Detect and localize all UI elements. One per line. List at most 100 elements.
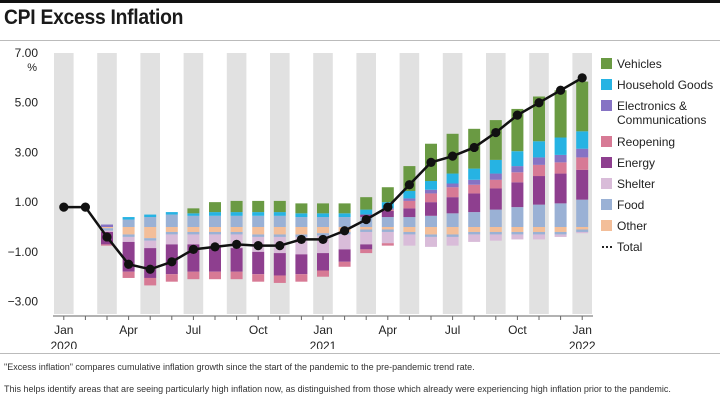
legend-label: Shelter bbox=[617, 177, 656, 191]
bar-segment-reopening bbox=[122, 271, 135, 278]
bar-segment-energy bbox=[468, 193, 481, 213]
total-point bbox=[491, 127, 501, 138]
bar-segment-other bbox=[101, 227, 113, 229]
bar-segment-household-goods bbox=[317, 213, 329, 218]
total-point bbox=[318, 234, 328, 245]
bar-segment-energy bbox=[360, 244, 373, 250]
bar-segment-food bbox=[209, 215, 221, 227]
bar-segment-food bbox=[122, 234, 135, 237]
bar-segment-vehicles bbox=[338, 203, 351, 214]
bar-segment-vehicles bbox=[187, 208, 200, 214]
x-tick-label: 2021 bbox=[310, 339, 337, 349]
bar-segment-reopening bbox=[101, 244, 113, 246]
bar-segment-food bbox=[360, 229, 373, 232]
bar-segment-energy bbox=[533, 176, 545, 205]
bar-segment-other bbox=[489, 227, 502, 232]
bar-segment-reopening bbox=[252, 274, 265, 282]
bar-segment-energy bbox=[403, 208, 416, 218]
bar-segment-food bbox=[165, 231, 178, 235]
bar-segment-reopening bbox=[381, 243, 394, 246]
bar-segment-shelter bbox=[144, 240, 157, 249]
legend-label: Electronics & Communications bbox=[617, 99, 707, 127]
bar-segment-food bbox=[446, 234, 459, 237]
bar-segment-household-goods bbox=[338, 213, 351, 218]
shaded-band bbox=[356, 53, 376, 314]
bar-segment-reopening bbox=[187, 271, 200, 280]
bar-segment-food bbox=[252, 215, 265, 227]
legend-swatch bbox=[601, 220, 612, 231]
bar-segment-shelter bbox=[446, 236, 459, 246]
bar-segment-energy bbox=[209, 246, 221, 272]
bar-segment-electronics-communications bbox=[533, 157, 545, 165]
bar-segment-energy bbox=[381, 210, 394, 218]
footer-divider bbox=[0, 353, 720, 354]
total-point bbox=[59, 202, 69, 212]
bar-segment-energy bbox=[489, 188, 502, 210]
bar-segment-reopening bbox=[511, 172, 524, 183]
bar-segment-vehicles bbox=[533, 96, 545, 142]
legend-label: Food bbox=[617, 198, 645, 212]
bar-segment-reopening bbox=[446, 187, 459, 198]
bar-segment-energy bbox=[252, 251, 265, 275]
bar-segment-vehicles bbox=[252, 200, 265, 213]
total-point bbox=[512, 110, 523, 120]
bar-segment-other bbox=[317, 227, 329, 234]
bar-segment-reopening bbox=[489, 179, 502, 189]
bar-segment-household-goods bbox=[187, 213, 200, 216]
y-tick-label: 7.00 bbox=[15, 46, 39, 60]
bar-segment-other bbox=[187, 227, 200, 232]
bar-segment-reopening bbox=[338, 261, 351, 267]
legend-line-symbol bbox=[601, 246, 613, 248]
total-point bbox=[232, 239, 242, 249]
bar-segment-vehicles bbox=[230, 200, 243, 213]
bar-segment-shelter bbox=[122, 236, 135, 242]
total-point bbox=[275, 241, 285, 251]
x-tick-label: Jan bbox=[573, 323, 592, 337]
bar-segment-shelter bbox=[381, 231, 394, 244]
bar-segment-electronics-communications bbox=[446, 183, 459, 188]
cpi-excess-inflation-chart: 7.00 5.00 3.00 1.00 −1.00 −3.00% Jan 2020 Apr Jul… bbox=[8, 46, 596, 349]
x-tick-label: 2020 bbox=[50, 339, 77, 349]
bar-segment-household-goods bbox=[273, 212, 286, 216]
bar-segment-shelter bbox=[338, 234, 351, 250]
bar-segment-other bbox=[360, 227, 373, 230]
legend-label: Household Goods bbox=[617, 78, 714, 92]
bar-segment-energy bbox=[576, 169, 589, 200]
bar-segment-shelter bbox=[468, 234, 481, 242]
bar-segment-vehicles bbox=[511, 108, 524, 152]
bar-segment-food bbox=[576, 199, 589, 227]
bar-segment-vehicles bbox=[295, 203, 308, 214]
legend-swatch bbox=[601, 58, 612, 69]
bar-segment-other bbox=[403, 227, 416, 232]
bar-segment-energy bbox=[273, 253, 286, 276]
bar-segment-food bbox=[273, 234, 286, 237]
bar-segment-shelter bbox=[101, 230, 113, 232]
bar-segment-food bbox=[230, 215, 243, 227]
top-rule bbox=[0, 0, 720, 3]
bar-segment-food bbox=[252, 234, 265, 237]
bar-segment-energy bbox=[554, 173, 567, 204]
x-tick-label: 2022 bbox=[569, 339, 596, 349]
bar-segment-food bbox=[489, 231, 502, 235]
bar-segment-household-goods bbox=[554, 137, 567, 155]
total-point bbox=[80, 202, 90, 212]
bar-segment-other bbox=[165, 227, 178, 232]
bar-segment-electronics-communications bbox=[511, 166, 524, 173]
bar-segment-other bbox=[209, 227, 221, 232]
bar-segment-food bbox=[230, 231, 243, 235]
x-tick-label: Jul bbox=[186, 323, 201, 337]
bar-segment-food bbox=[381, 217, 394, 227]
total-point bbox=[361, 214, 371, 225]
footnote-high-inflation: This helps identify areas that are seein… bbox=[4, 384, 671, 394]
y-tick-label: 5.00 bbox=[15, 96, 39, 110]
bar-segment-household-goods bbox=[122, 217, 135, 220]
x-tick-label: Jul bbox=[445, 323, 460, 337]
legend-swatch bbox=[601, 136, 612, 147]
bar-segment-reopening bbox=[295, 274, 308, 282]
bar-segment-food bbox=[122, 219, 135, 227]
bar-segment-food bbox=[533, 231, 545, 235]
x-tick-label: Apr bbox=[378, 323, 397, 337]
total-point bbox=[383, 202, 393, 212]
bar-segment-shelter bbox=[489, 234, 502, 241]
bar-segment-other bbox=[425, 227, 437, 235]
